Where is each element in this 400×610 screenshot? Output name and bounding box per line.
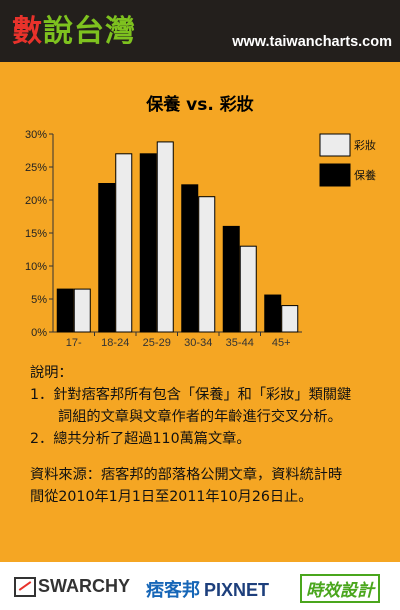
pixnet-chinese: 痞客邦 — [146, 580, 200, 600]
bar-caizhuang — [239, 245, 257, 333]
bar-baoyang — [181, 184, 199, 333]
source-line-2: 間從2010年1月1日至2011年10月26日止。 — [30, 489, 313, 505]
note-1: 1．針對痞客邦所有包含「保養」和「彩妝」類關鍵 — [30, 387, 352, 403]
y-tick-label: 15% — [25, 228, 47, 240]
bar-chart: 0% 5% 10% 15% 20% 25% 30% 17- 18-24 25-29 30-34 35-… — [25, 129, 376, 349]
site-url[interactable]: www.taiwancharts.com — [232, 34, 392, 50]
y-tick-label: 20% — [25, 195, 47, 207]
notes-heading: 說明： — [30, 365, 73, 381]
note-1-continued: 詞組的文章與文章作者的年齡進行交叉分析。 — [58, 409, 342, 425]
legend-swatch — [319, 133, 351, 157]
x-tick-label: 25-29 — [143, 337, 171, 349]
y-tick-label: 0% — [31, 327, 47, 339]
bar-baoyang — [139, 153, 157, 333]
brand-logo: 數說台灣 — [12, 14, 136, 50]
pixnet-text: PIXNET — [204, 580, 270, 600]
x-tick-label: 35-44 — [226, 337, 254, 349]
shijie-logo[interactable]: 時效設計 — [300, 574, 380, 603]
swarchy-logo[interactable]: SWARCHY — [14, 576, 130, 597]
footer-bar: SWARCHY 痞客邦 PIXNET 時效設計 — [0, 562, 400, 610]
y-tick-label: 10% — [25, 261, 47, 273]
y-tick-label: 30% — [25, 129, 47, 141]
bar-baoyang — [222, 225, 240, 333]
bar-caizhuang — [73, 288, 91, 333]
x-tick-label: 30-34 — [184, 337, 212, 349]
bar-baoyang — [98, 183, 116, 333]
x-tick-label: 45+ — [272, 337, 291, 349]
note-2: 2．總共分析了超過110萬篇文章。 — [30, 431, 251, 447]
brand-rest: 說台灣 — [43, 14, 136, 49]
brand-first-char: 數 — [12, 14, 43, 49]
chart-title: 保養 vs. 彩妝 — [146, 95, 254, 115]
legend-label: 保養 — [354, 168, 376, 182]
x-tick-label: 17- — [66, 337, 82, 349]
bar-caizhuang — [281, 305, 299, 333]
y-tick-label: 5% — [31, 294, 47, 306]
swarchy-mark-icon — [14, 576, 36, 597]
legend-label: 彩妝 — [354, 138, 376, 152]
bar-baoyang — [264, 294, 282, 333]
x-tick-label: 18-24 — [101, 337, 129, 349]
swarchy-text: SWARCHY — [38, 576, 131, 596]
bar-caizhuang — [198, 196, 216, 333]
pixnet-logo[interactable]: 痞客邦 PIXNET — [146, 576, 269, 602]
y-tick-label: 25% — [25, 162, 47, 174]
bar-caizhuang — [115, 153, 133, 333]
source-line-1: 資料來源：痞客邦的部落格公開文章，資料統計時 — [30, 467, 343, 483]
header-bar: 數說台灣 www.taiwancharts.com — [0, 0, 400, 62]
bar-baoyang — [56, 288, 74, 333]
notes-section: 說明： 1．針對痞客邦所有包含「保養」和「彩妝」類關鍵 詞組的文章與文章作者的年… — [30, 362, 390, 508]
legend-swatch — [319, 163, 351, 187]
bar-caizhuang — [156, 141, 174, 333]
